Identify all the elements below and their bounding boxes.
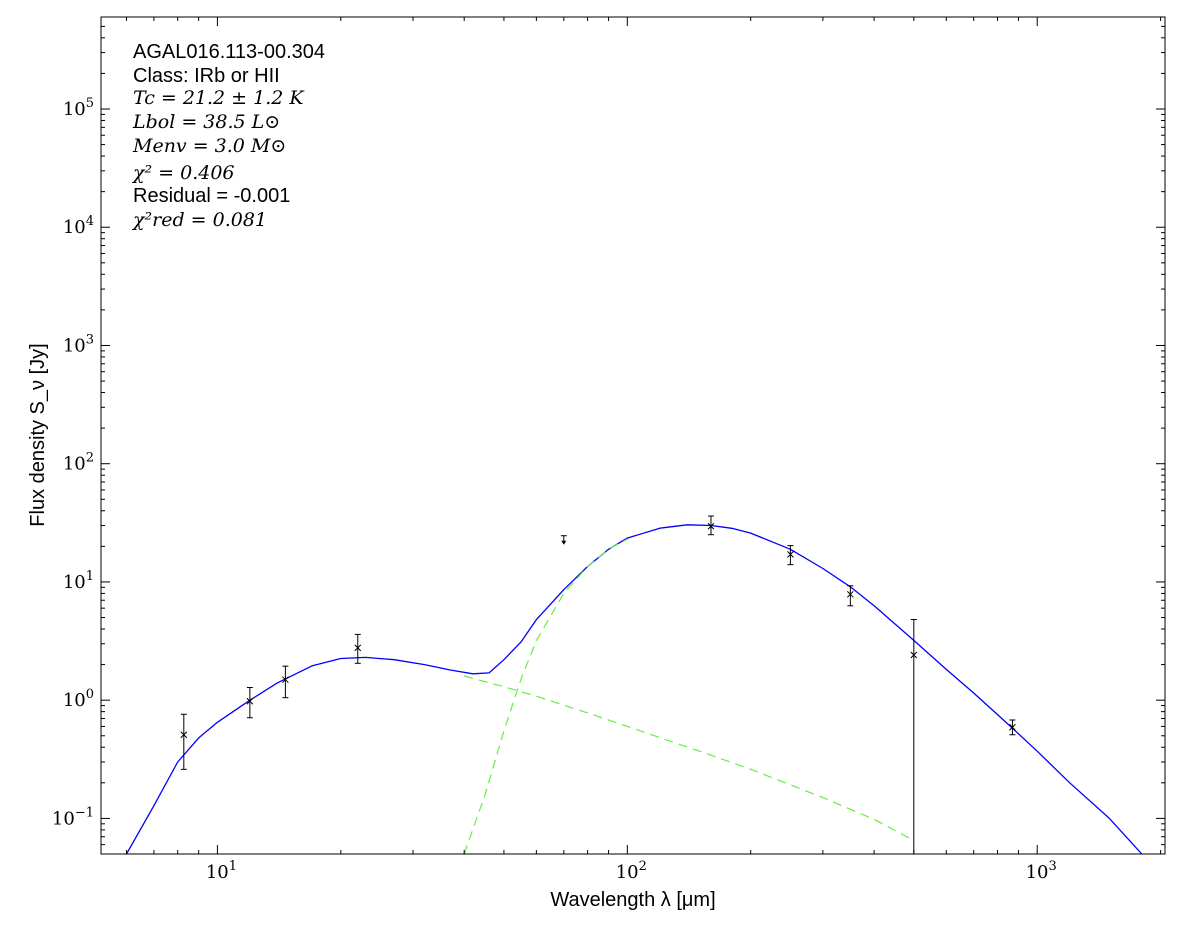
tick-labels: 101 102 103 10−1 100 101 102 103 104 105 — [52, 96, 1057, 883]
data-point-7 — [846, 585, 854, 607]
data-point-4 — [354, 633, 362, 664]
series-layer — [125, 524, 1143, 854]
residual-label: Residual = -0.001 — [133, 185, 290, 207]
data-point-2 — [246, 686, 254, 719]
x-marker — [354, 644, 362, 652]
envelope-mass-label: Menv = 3.0 M⊙ — [132, 135, 286, 157]
data-point-9 — [1009, 719, 1016, 736]
x-tick-label: 101 — [206, 859, 237, 883]
x-marker — [246, 697, 254, 705]
x-axis-label: Wavelength λ [μm] — [550, 889, 715, 911]
x-tick-label: 102 — [616, 859, 647, 883]
plot-frame — [100, 16, 1166, 855]
x-marker — [707, 522, 715, 530]
x-marker — [1009, 723, 1016, 731]
y-tick-label: 104 — [63, 214, 94, 238]
data-point-5 — [707, 515, 715, 536]
y-tick-label: 10−1 — [52, 805, 94, 829]
x-marker — [282, 676, 289, 684]
luminosity-label: Lbol = 38.5 L⊙ — [132, 111, 280, 133]
temperature-label: Tc = 21.2 ± 1.2 K — [133, 87, 305, 109]
data-point-8 — [910, 619, 918, 854]
axis-ticks — [101, 16, 1165, 855]
x-marker — [910, 651, 918, 659]
y-axis-label: Flux density S_ν [Jy] — [27, 343, 49, 526]
y-tick-label: 101 — [63, 569, 94, 593]
measurement-layer — [180, 515, 1016, 854]
upper-limit-1 — [560, 535, 567, 545]
y-tick-label: 103 — [63, 332, 94, 356]
class-label: Class: IRb or HII — [133, 65, 280, 87]
series-line-3 — [463, 538, 628, 854]
series-line-2 — [464, 675, 915, 842]
reduced-chi-squared-label: χ²red = 0.081 — [131, 209, 267, 231]
x-marker — [180, 731, 188, 739]
x-marker — [787, 551, 794, 558]
source-name-label: AGAL016.113-00.304 — [133, 41, 325, 63]
data-point-1 — [180, 713, 188, 770]
data-point-6 — [787, 545, 794, 566]
data-point-3 — [282, 665, 289, 699]
annotation-block: AGAL016.113-00.304 Class: IRb or HII Tc … — [131, 41, 325, 231]
upper-limit-arrow — [561, 540, 567, 545]
chi-squared-label: χ² = 0.406 — [131, 162, 235, 184]
x-marker — [846, 590, 854, 598]
y-tick-label: 102 — [63, 451, 94, 475]
y-tick-label: 105 — [63, 96, 94, 120]
x-tick-label: 103 — [1026, 859, 1057, 883]
y-tick-label: 100 — [63, 687, 94, 711]
